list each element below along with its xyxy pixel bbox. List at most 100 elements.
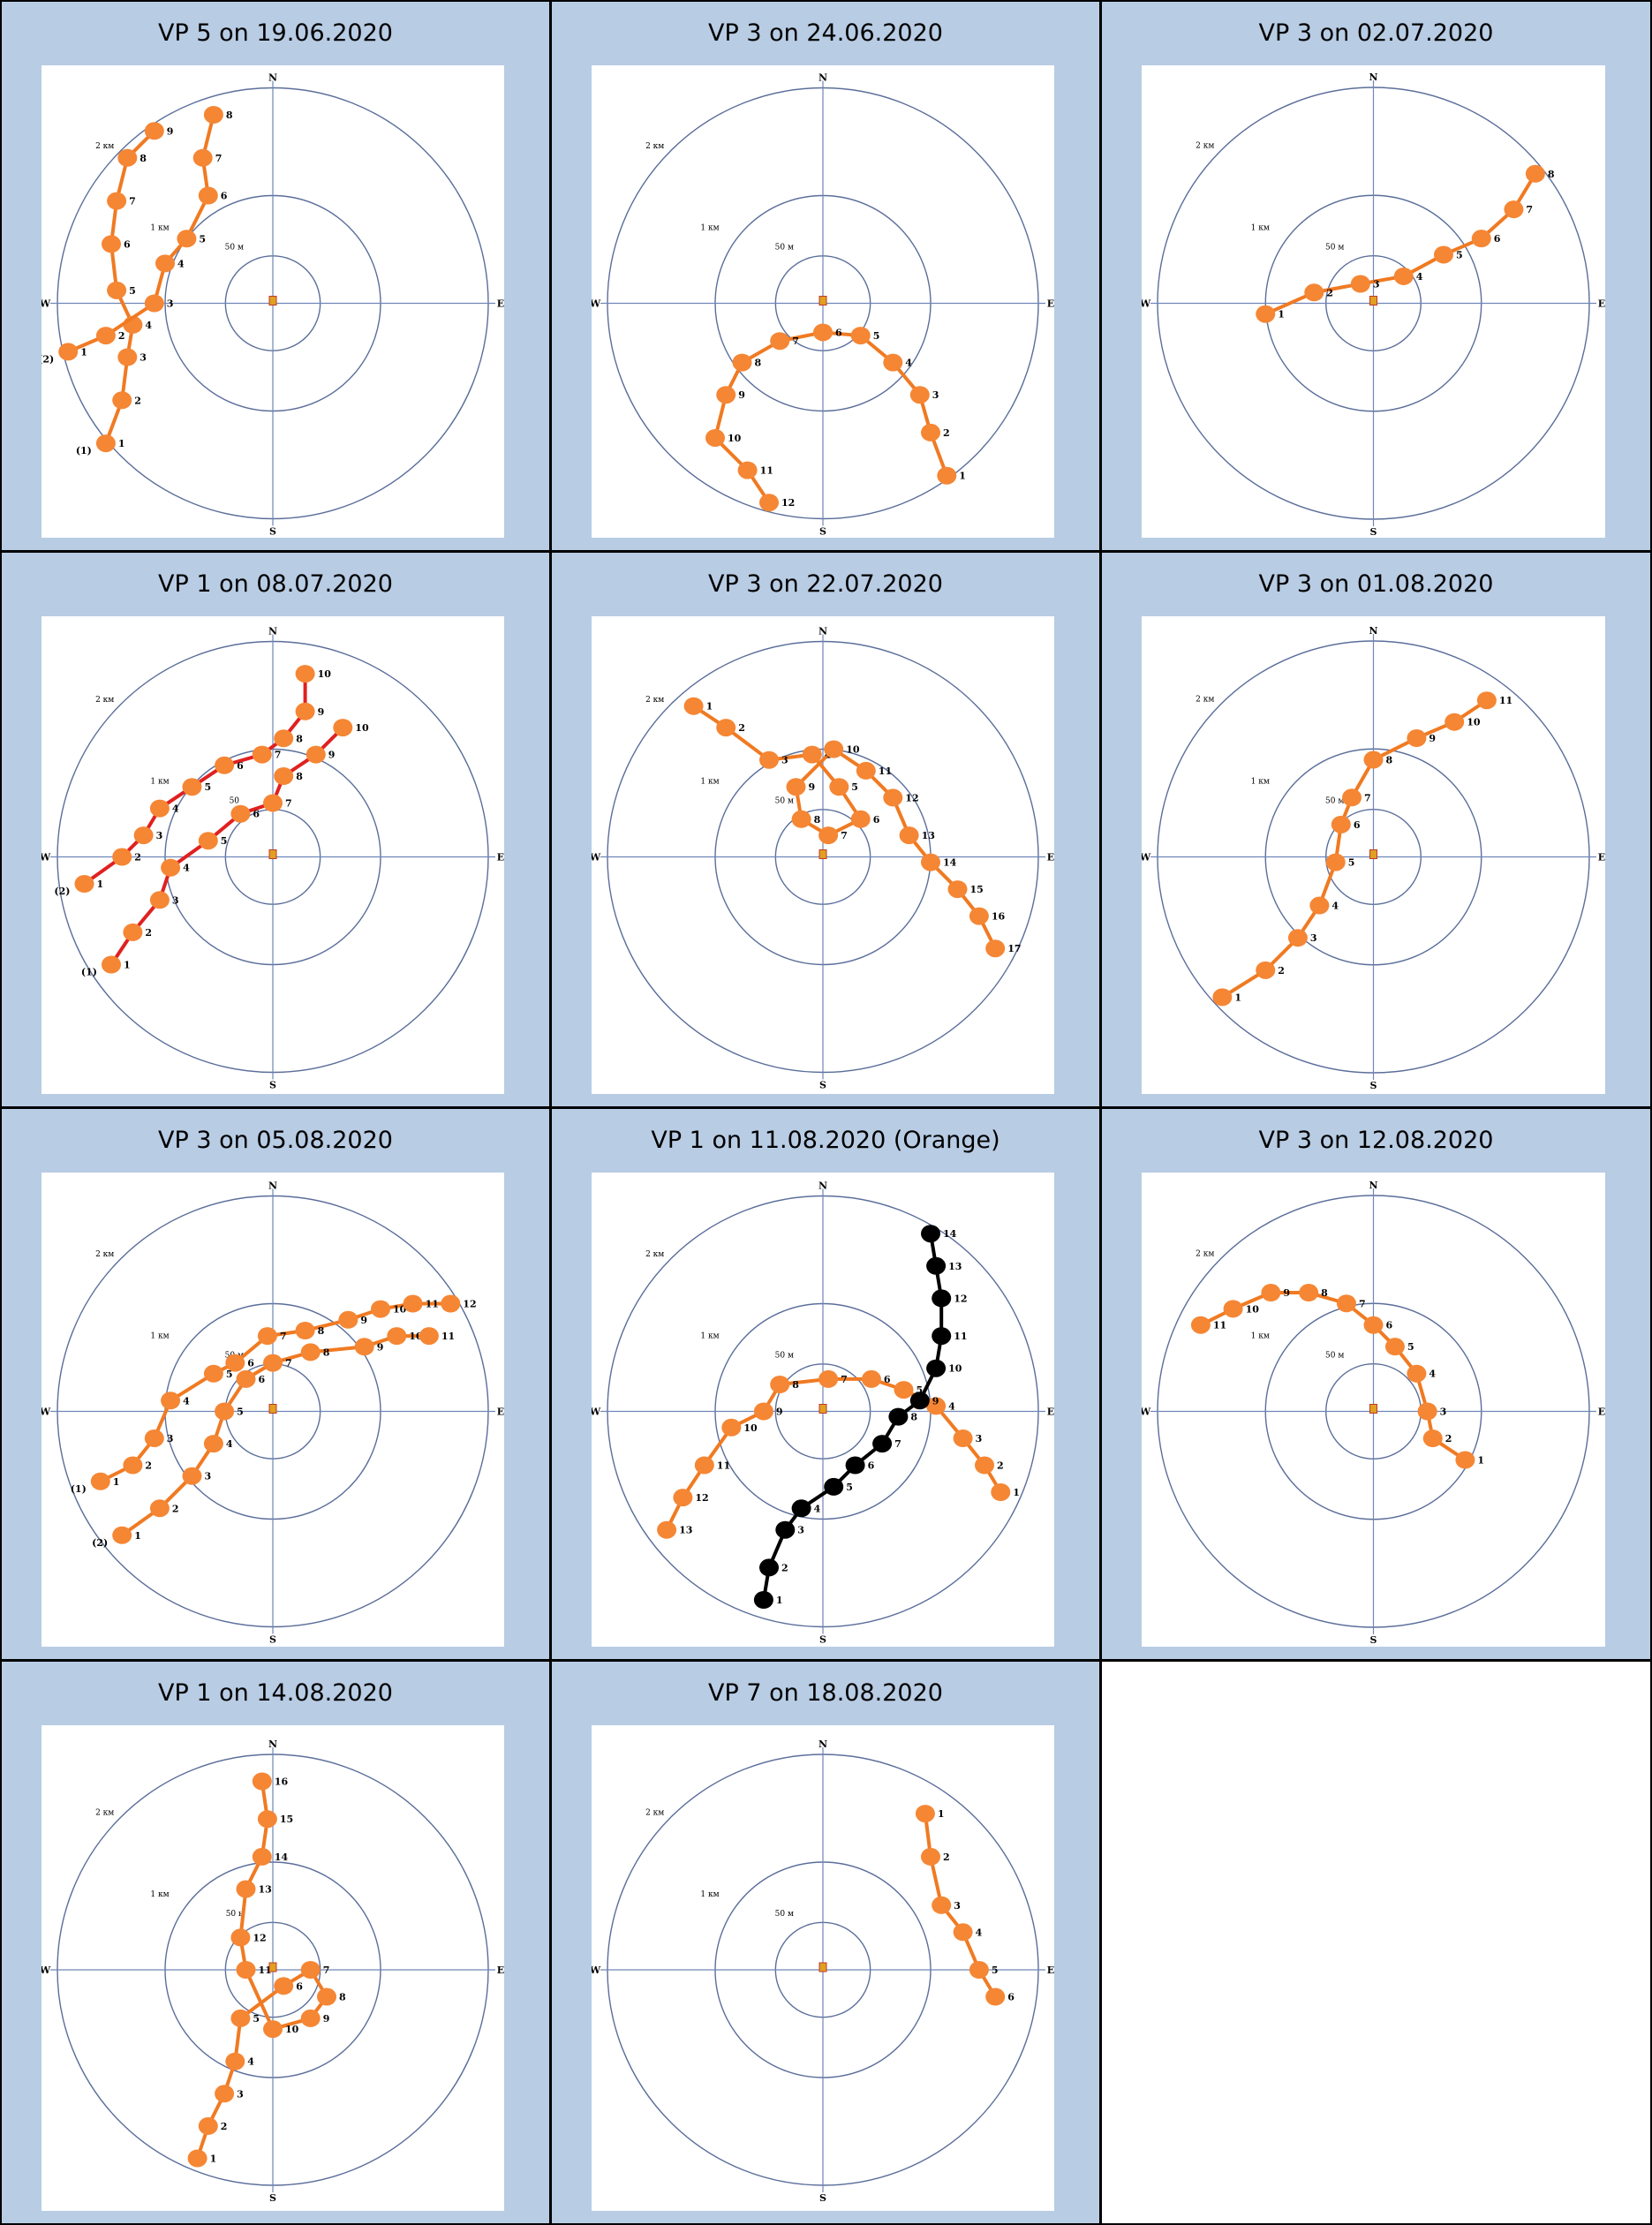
track-point [90,1472,110,1490]
track-point [818,1369,839,1388]
track-point [274,767,294,785]
track-point-label: 5 [851,781,858,793]
track-point-label: 7 [1526,204,1533,215]
panel-title: VP 3 on 02.07.2020 [1258,19,1494,47]
polar-plot: N S E W 2 км 1 км 50 м 1 2 3 4 5 6 7 8 9 (1) 1 2 3 4 5 6 7 8 (2) [41,65,504,538]
track-point-label: 3 [205,1471,212,1482]
source-marker-icon [268,296,277,305]
track-point-label: 13 [948,1261,962,1272]
compass-label-north: N [268,626,277,637]
compass-label-west: W [592,1965,601,1976]
track-point [909,386,930,404]
source-marker-icon [268,849,277,859]
track-point [198,2116,218,2135]
track-point-label: 10 [1467,717,1481,728]
track-point [1363,750,1384,769]
track-point-label: 6 [253,809,260,820]
track-point-label: 2 [943,1852,950,1863]
ring-label-2: 50 м [1325,796,1344,805]
track-point [1471,230,1491,248]
track-point [732,353,752,372]
track-point [1190,1316,1211,1334]
track-point-label: 15 [280,1814,293,1825]
track-point [306,745,326,764]
track-point [236,1880,256,1898]
track-point-label: 1 [134,1530,141,1542]
compass-label-south: S [269,1080,276,1091]
track-point [850,810,871,828]
track-point-label: 4 [183,863,190,874]
track-point [74,875,94,893]
compass-label-south: S [1370,1634,1377,1646]
ring-label-0: 2 км [645,1808,664,1817]
track-point [1256,305,1276,323]
track-point [932,1289,952,1308]
track-point-label: 2 [172,1503,179,1514]
ring-label-0: 2 км [95,1250,114,1259]
track-point [1256,961,1276,979]
track-point-label: 10 [948,1363,962,1375]
track-point [1350,275,1370,293]
track-point-label: 3 [1440,1407,1447,1418]
track-point-label: 5 [237,1407,244,1418]
track-line-1 [692,705,997,950]
ring-label-1: 1 км [1251,223,1270,232]
track-point [236,1369,256,1388]
ring-label-1: 1 км [150,1890,169,1899]
track-point [694,1456,714,1475]
track-point [932,1896,952,1914]
track-point [198,186,218,205]
track-point [187,2149,207,2168]
track-point [932,1327,952,1346]
track-point [1476,691,1497,710]
polar-diagram: N S E W 2 км 1 км 50 м 1 2 3 4 5 6 [592,1739,1054,2204]
ring-label-0: 2 км [1196,141,1214,150]
track-point-label: 4 [226,1438,233,1450]
compass-label-east: E [497,852,504,864]
track-point [894,1381,914,1399]
track-point [144,294,164,313]
track-point-label: 7 [280,1331,287,1342]
track-point [1331,815,1351,833]
compass-label-north: N [818,1739,827,1750]
track-point-label: 2 [145,1460,152,1472]
track-point-label: 8 [318,1325,325,1337]
track-point-label: 9 [318,706,325,718]
polar-diagram: N S E W 2 км 1 км 50 м 1 2 3 4 5 6 7 8 [1142,72,1605,538]
compass-label-south: S [819,2192,826,2204]
track-point-label: 4 [172,803,179,815]
track-point [683,697,704,715]
polar-plot: N S E W 2 км 1 км 50 м 1 2 3 4 5 6 [592,1725,1054,2211]
track-point [921,1847,940,1866]
track-point [926,1397,947,1415]
track-point-label: 14 [275,1852,289,1863]
track-point [203,1435,223,1453]
compass-label-north: N [818,626,827,637]
track-point [856,761,876,780]
panel-title: VP 3 on 24.06.2020 [708,19,943,47]
track-point-label: 10 [393,1304,407,1316]
compass-label-north: N [268,1739,277,1750]
track-point-label: 7 [841,830,848,841]
track-point [295,1322,315,1339]
track-point-label: 4 [177,258,185,269]
track-line-2 [83,674,307,886]
track-point [753,1591,773,1609]
compass-label-west: W [41,298,51,310]
track-point-label: 5 [992,1965,999,1976]
track-point [991,1483,1011,1501]
track-point-label: 3 [781,755,788,766]
track-point [1445,713,1465,731]
track-point-label: 12 [905,792,918,803]
track-point-label: 6 [221,191,228,202]
track-point-label: 12 [463,1299,476,1310]
track-point-label: 8 [792,1379,799,1391]
track-point [403,1294,423,1313]
track-point-label: 9 [360,1315,367,1326]
track-point [829,778,849,796]
ring-label-0: 2 км [645,1250,664,1259]
track-point-label: 10 [743,1422,758,1434]
track-point [673,1489,693,1507]
track-point [252,1772,272,1791]
